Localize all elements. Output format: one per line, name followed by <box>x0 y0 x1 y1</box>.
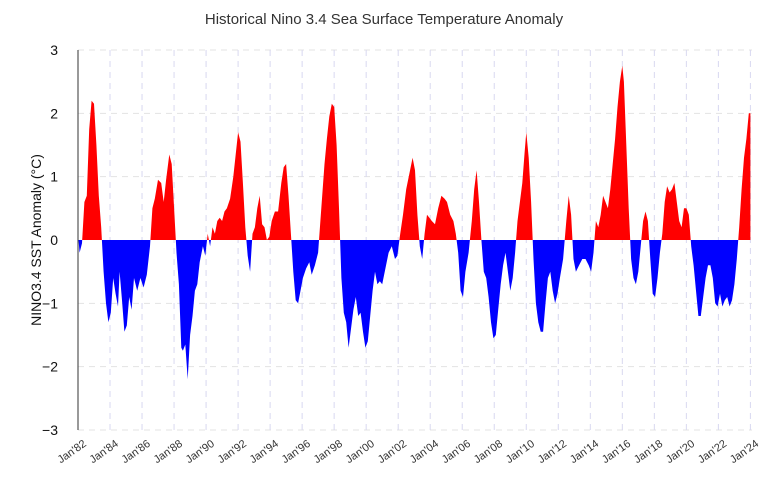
x-tick-label: Jan'94 <box>248 438 281 466</box>
y-tick-labels: 3 2 1 0 −1 −2 −3 <box>42 42 58 438</box>
x-tick-label: Jan'14 <box>568 438 601 466</box>
y-tick-label: 3 <box>50 42 58 58</box>
x-tick-label: Jan'24 <box>728 438 761 466</box>
y-axis-label: NINO3.4 SST Anomaly (°C) <box>28 154 44 326</box>
x-tick-label: Jan'96 <box>280 438 313 466</box>
x-tick-label: Jan'12 <box>536 438 569 466</box>
x-tick-label: Jan'86 <box>120 438 153 466</box>
plot-area <box>78 65 751 380</box>
y-tick-label: 1 <box>50 169 58 185</box>
y-tick-label: −2 <box>42 359 58 375</box>
x-tick-label: Jan'16 <box>600 438 633 466</box>
y-tick-label: −1 <box>42 295 58 311</box>
x-tick-label: Jan'88 <box>152 438 185 466</box>
x-tick-label: Jan'82 <box>56 438 89 466</box>
negative-anomaly-area <box>78 240 751 380</box>
x-tick-label: Jan'20 <box>664 438 697 466</box>
y-tick-label: 0 <box>50 232 58 248</box>
x-tick-label: Jan'18 <box>632 438 665 466</box>
x-tick-label: Jan'84 <box>88 438 121 466</box>
positive-anomaly-area <box>78 65 751 240</box>
x-tick-label: Jan'98 <box>312 438 345 466</box>
x-tick-label: Jan'08 <box>472 438 505 466</box>
x-tick-label: Jan'04 <box>408 438 441 466</box>
y-tick-label: 2 <box>50 105 58 121</box>
x-tick-label: Jan'92 <box>216 438 249 466</box>
x-tick-label: Jan'06 <box>440 438 473 466</box>
x-tick-label: Jan'22 <box>696 438 729 466</box>
x-tick-label: Jan'10 <box>504 438 537 466</box>
y-tick-label: −3 <box>42 422 58 438</box>
x-tick-label: Jan'02 <box>376 438 409 466</box>
x-tick-labels: Jan'82Jan'84Jan'86Jan'88Jan'90Jan'92Jan'… <box>56 438 762 466</box>
x-tick-label: Jan'90 <box>184 438 217 466</box>
chart-title: Historical Nino 3.4 Sea Surface Temperat… <box>205 11 564 28</box>
x-tick-label: Jan'00 <box>344 438 377 466</box>
